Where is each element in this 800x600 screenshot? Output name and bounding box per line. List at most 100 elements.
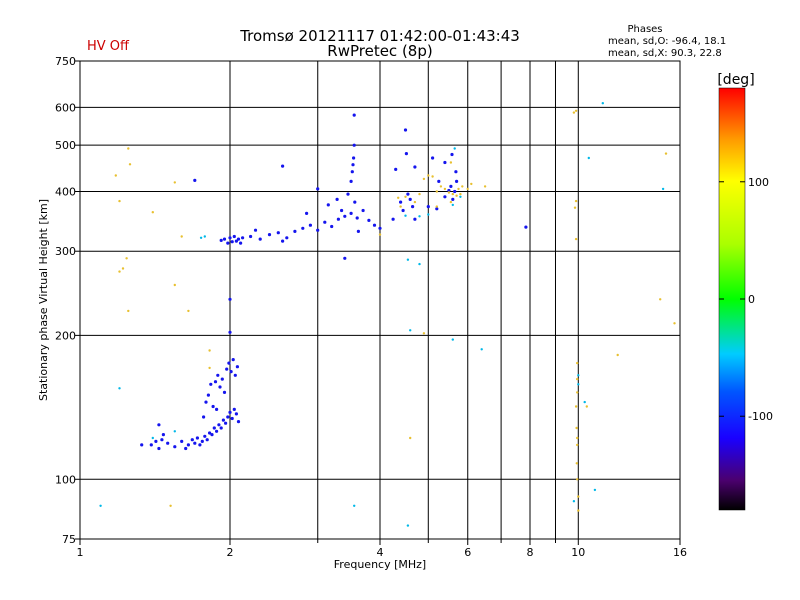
data-point xyxy=(422,332,426,335)
plot-area: 1 2 4 6 8 10 16 75 100 200 300 400 500 600 750 xyxy=(55,55,687,559)
data-point xyxy=(118,270,121,273)
data-point xyxy=(451,203,454,207)
data-point xyxy=(427,174,430,177)
data-point xyxy=(577,495,580,498)
x-axis-label: Frequency [MHz] xyxy=(334,558,426,571)
data-point xyxy=(166,441,170,445)
data-point xyxy=(404,195,407,198)
x-tick-label: 4 xyxy=(377,546,384,559)
data-point xyxy=(241,236,245,240)
data-point xyxy=(99,504,102,507)
data-point xyxy=(355,216,359,220)
data-point xyxy=(406,524,410,527)
data-point xyxy=(218,385,222,389)
data-point xyxy=(353,200,357,204)
data-point xyxy=(524,225,528,229)
data-point xyxy=(157,423,161,427)
data-point xyxy=(151,436,154,440)
data-point xyxy=(316,187,320,191)
data-point xyxy=(226,415,230,419)
data-point xyxy=(180,235,183,238)
data-point xyxy=(195,436,199,440)
data-point xyxy=(203,434,207,438)
data-point xyxy=(232,234,236,239)
data-point xyxy=(281,239,285,243)
data-point xyxy=(350,170,354,174)
data-point xyxy=(213,380,218,384)
data-point xyxy=(439,185,443,188)
data-point xyxy=(457,187,460,191)
data-point xyxy=(323,220,327,224)
data-point xyxy=(230,240,234,244)
data-point xyxy=(234,412,238,416)
data-point xyxy=(217,423,221,427)
data-point xyxy=(401,208,405,213)
chart-title-line1: Tromsø 20121117 01:42:00-01:43:43 xyxy=(239,27,520,45)
data-point xyxy=(459,195,462,198)
colorbar-tick-label: 0 xyxy=(748,293,755,306)
data-point xyxy=(406,258,410,261)
data-point xyxy=(576,377,579,381)
data-point xyxy=(352,143,356,147)
data-point xyxy=(231,358,235,362)
data-point xyxy=(616,353,619,357)
data-point xyxy=(435,205,438,208)
data-point xyxy=(356,229,360,233)
data-point xyxy=(305,211,309,215)
x-tick-label: 1 xyxy=(77,546,84,559)
data-point xyxy=(190,438,194,442)
data-point xyxy=(593,488,597,492)
data-point xyxy=(455,179,459,183)
data-point xyxy=(204,400,208,404)
data-point xyxy=(574,109,578,113)
colorbar-unit-label: [deg] xyxy=(717,72,754,88)
data-point xyxy=(206,393,210,397)
data-point xyxy=(127,147,130,150)
data-point xyxy=(454,170,458,174)
data-point xyxy=(121,267,125,270)
data-point xyxy=(222,237,227,241)
data-point xyxy=(406,192,410,196)
data-point xyxy=(572,500,576,503)
phases-title: Phases xyxy=(627,24,662,35)
data-point xyxy=(453,189,457,194)
data-point xyxy=(267,233,272,237)
data-point xyxy=(239,241,243,245)
data-point xyxy=(451,192,454,196)
data-point xyxy=(215,407,219,411)
data-point xyxy=(435,190,438,193)
data-point xyxy=(220,377,224,381)
grid-lines xyxy=(80,61,680,539)
data-point xyxy=(447,188,451,193)
colorbar-tick-label: -100 xyxy=(748,410,773,423)
x-tick-label: 8 xyxy=(527,546,534,559)
data-point xyxy=(118,387,121,390)
data-point xyxy=(573,206,577,209)
data-point xyxy=(118,199,121,203)
data-point xyxy=(343,214,347,218)
data-point xyxy=(470,182,473,186)
data-point xyxy=(353,504,356,507)
data-point xyxy=(576,361,579,365)
data-point xyxy=(209,382,213,386)
data-point xyxy=(127,309,130,313)
data-point xyxy=(574,199,578,203)
data-point xyxy=(372,223,377,227)
data-point xyxy=(173,430,176,433)
data-point xyxy=(449,161,453,164)
data-point xyxy=(160,438,164,442)
data-point xyxy=(281,164,285,168)
y-axis-label: Stationary phase Virtual Height [km] xyxy=(37,199,50,401)
data-point xyxy=(577,383,580,386)
data-point xyxy=(253,228,258,232)
chart-title-line2: RwPretec (8p) xyxy=(327,42,432,60)
data-point xyxy=(577,509,580,512)
data-point xyxy=(483,185,487,188)
data-point xyxy=(659,298,662,301)
data-point xyxy=(572,111,576,114)
data-point xyxy=(453,147,456,150)
data-point xyxy=(202,415,206,419)
data-point xyxy=(413,200,417,204)
data-point xyxy=(576,391,579,394)
data-point xyxy=(227,361,231,365)
